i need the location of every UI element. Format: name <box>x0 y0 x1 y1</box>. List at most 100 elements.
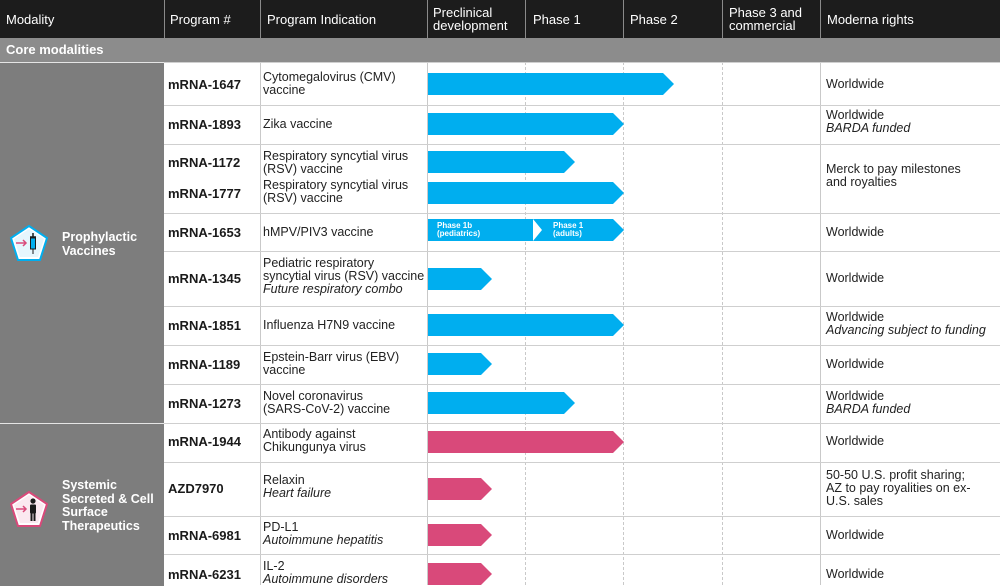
program-indication: Respiratory syncytial virus (RSV) vaccin… <box>263 150 428 176</box>
program-number: mRNA-1345 <box>168 271 241 286</box>
indication-line: syncytial virus (RSV) vaccine <box>263 269 425 283</box>
table-row <box>164 144 1000 214</box>
header-divider <box>260 0 261 38</box>
header-preclinical: Preclinical development <box>433 0 507 38</box>
header-divider <box>427 0 428 38</box>
header-preclinical-line: development <box>433 18 508 33</box>
header-divider <box>525 0 526 38</box>
program-indication: PD-L1 Autoimmune hepatitis <box>263 521 428 547</box>
stage-segment-label: Phase 1 (adults) <box>553 222 583 238</box>
rights-note: Advancing subject to funding <box>826 323 986 337</box>
program-indication: Zika vaccine <box>263 118 428 131</box>
rights: Worldwide BARDA funded <box>826 390 996 416</box>
rights: Worldwide BARDA funded <box>826 109 996 135</box>
group-label-line: Vaccines <box>62 243 116 258</box>
program-indication: Pediatric respiratory syncytial virus (R… <box>263 257 433 296</box>
header-phase2: Phase 2 <box>630 11 678 27</box>
stage-bar <box>428 268 492 290</box>
program-number: mRNA-1944 <box>168 434 241 449</box>
indication-line: (RSV) vaccine <box>263 162 343 176</box>
rights-line: Worldwide <box>826 389 885 403</box>
program-number: mRNA-1851 <box>168 318 241 333</box>
program-indication: Epstein-Barr virus (EBV) vaccine <box>263 351 428 377</box>
rights-note: BARDA funded <box>826 121 911 135</box>
table-row <box>164 462 1000 517</box>
stage-bar <box>428 182 624 204</box>
rights: Merck to pay milestones and royalties <box>826 163 996 189</box>
program-indication: Antibody against Chikungunya virus <box>263 428 428 454</box>
indication-line: Epstein-Barr virus (EBV) <box>263 350 400 364</box>
program-number: mRNA-6231 <box>168 567 241 582</box>
header-phase3-line: Phase 3 and <box>729 5 803 20</box>
indication-line: Zika vaccine <box>263 117 333 131</box>
column-divider <box>260 62 261 585</box>
indication-line: IL-2 <box>263 559 285 573</box>
rights-line: Worldwide <box>826 108 885 122</box>
table-row <box>164 306 1000 346</box>
rights: Worldwide <box>826 528 885 542</box>
table-row <box>164 423 1000 463</box>
phase-gridline <box>722 62 723 585</box>
group-label-line: Prophylactic <box>62 230 138 244</box>
stage-bar <box>428 524 492 546</box>
group-systemic-therapeutics: Systemic Secreted & Cell Surface Therape… <box>0 423 164 586</box>
stage-bar <box>428 392 575 414</box>
header-divider <box>623 0 624 38</box>
rights: Worldwide <box>826 567 885 581</box>
syringe-icon <box>9 224 49 261</box>
indication-line: vaccine <box>263 363 306 377</box>
column-divider <box>820 62 821 585</box>
section-title: Core modalities <box>6 42 104 57</box>
program-number: AZD7970 <box>168 481 224 496</box>
indication-line: PD-L1 <box>263 520 299 534</box>
stage-bar <box>428 563 492 585</box>
header-phase1: Phase 1 <box>533 11 581 27</box>
program-number: mRNA-1273 <box>168 396 241 411</box>
program-indication: Cytomegalovirus (CMV) vaccine <box>263 71 428 97</box>
indication-line: Relaxin <box>263 473 305 487</box>
header-phase3: Phase 3 and commercial <box>729 0 802 38</box>
stage-bar <box>428 431 624 453</box>
stage-bar <box>428 353 492 375</box>
stage-separator-chevron <box>533 219 542 241</box>
header-rights: Moderna rights <box>827 11 914 27</box>
table-row <box>164 345 1000 385</box>
table-row <box>164 516 1000 555</box>
stage-bar <box>428 219 624 241</box>
group-label-line: Surface <box>62 505 108 519</box>
program-number: mRNA-1653 <box>168 225 241 240</box>
program-indication: Influenza H7N9 vaccine <box>263 319 428 332</box>
indication-line: vaccine <box>263 83 306 97</box>
header-divider <box>820 0 821 38</box>
rights: 50-50 U.S. profit sharing; AZ to pay roy… <box>826 469 996 508</box>
header-indication: Program Indication <box>267 11 377 27</box>
indication-line: Influenza H7N9 vaccine <box>263 318 396 332</box>
program-number: mRNA-1172 <box>168 155 241 170</box>
indication-line: Respiratory syncytial virus <box>263 149 409 163</box>
indication-line: Respiratory syncytial virus <box>263 178 409 192</box>
header-phase3-line: commercial <box>729 18 796 33</box>
rights: Worldwide <box>826 271 885 285</box>
group-label: Prophylactic Vaccines <box>62 230 138 258</box>
stage-segment-label: Phase 1b (pediatrics) <box>437 222 480 238</box>
indication-line: Novel coronavirus <box>263 389 364 403</box>
stage-bar <box>428 478 492 500</box>
indication-line: (RSV) vaccine <box>263 191 343 205</box>
table-row <box>164 384 1000 424</box>
group-label: Systemic Secreted & Cell Surface Therape… <box>62 478 154 533</box>
header-preclinical-line: Preclinical <box>433 5 493 20</box>
indication-line: hMPV/PIV3 vaccine <box>263 225 374 239</box>
table-row <box>164 62 1000 106</box>
indication-note: Heart failure <box>263 486 332 500</box>
segment-line: Phase 1b <box>437 221 473 230</box>
table-row <box>164 105 1000 145</box>
program-number: mRNA-1647 <box>168 77 241 92</box>
segment-line: (pediatrics) <box>437 229 481 238</box>
program-indication: hMPV/PIV3 vaccine <box>263 226 428 239</box>
stage-bar <box>428 73 674 95</box>
indication-note: Autoimmune hepatitis <box>263 533 384 547</box>
rights-line: U.S. sales <box>826 494 883 508</box>
stage-bar <box>428 113 624 135</box>
program-number: mRNA-6981 <box>168 528 241 543</box>
group-label-line: Systemic <box>62 478 117 492</box>
